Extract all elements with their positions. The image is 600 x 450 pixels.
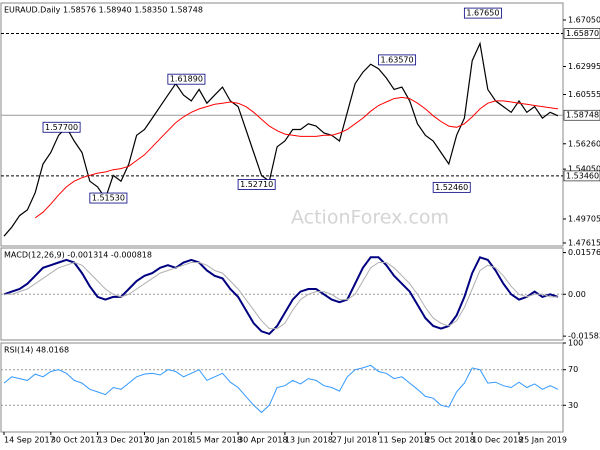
level-label-box — [563, 28, 600, 39]
level-label: 1.53460 — [566, 171, 599, 180]
x-tick-label: 14 Sep 2017 — [4, 436, 55, 445]
level-label: 1.65870 — [566, 29, 599, 38]
x-tick-label: 13 Dec 2017 — [98, 436, 149, 445]
y-tick-label: 0.00 — [568, 290, 586, 299]
panel-frame — [0, 2, 564, 247]
y-tick-label: 1.60555 — [568, 90, 600, 99]
annotation-box — [89, 192, 128, 204]
x-tick-label: 30 Jan 2018 — [144, 436, 192, 445]
annotation-box — [463, 7, 502, 19]
panel-frame — [0, 342, 564, 433]
x-tick-label: 27 Jul 2018 — [332, 436, 377, 445]
x-tick-label: 30 Oct 2017 — [51, 436, 100, 445]
y-tick-label: 1.54050 — [568, 165, 600, 174]
y-tick-label: 1.56260 — [568, 139, 600, 148]
x-tick-label: 15 Mar 2018 — [191, 436, 242, 445]
panel-title: EURAUD.Daily 1.58576 1.58940 1.58350 1.5… — [4, 6, 203, 15]
x-tick-label: 30 Apr 2018 — [238, 436, 287, 445]
annotation-box — [432, 181, 471, 193]
annotation-label: 1.52460 — [435, 183, 468, 192]
annotation-label: 1.51530 — [92, 194, 125, 203]
level-label-box — [563, 109, 600, 121]
panel-title: RSI(14) 48.0168 — [4, 346, 69, 355]
series-line — [3, 256, 559, 336]
annotation-label: 1.61890 — [170, 75, 203, 84]
x-tick-label: 11 Sep 2018 — [379, 436, 430, 445]
y-tick-label: 30 — [568, 401, 578, 410]
y-tick-label: 1.49705 — [568, 214, 600, 223]
x-tick-label: 25 Oct 2018 — [425, 436, 474, 445]
series-line — [34, 96, 559, 219]
x-tick-label: 13 Jun 2018 — [285, 436, 333, 445]
annotation-label: 1.67650 — [466, 9, 499, 18]
x-tick-label: 10 Dec 2018 — [472, 436, 523, 445]
annotation-label: 1.52710 — [240, 180, 273, 189]
y-tick-label: -0.015834 — [568, 332, 600, 341]
y-tick-label: 100 — [568, 339, 583, 348]
panel-title: MACD(12,26,9) -0.001314 -0.000818 — [4, 251, 152, 260]
annotation-box — [167, 73, 206, 85]
annotation-label: 1.57700 — [45, 123, 78, 132]
y-tick-label: 1.67050 — [568, 15, 600, 24]
annotation-box — [237, 179, 276, 190]
x-tick-label: 25 Jan 2019 — [519, 436, 567, 445]
y-tick-label: 0.015762 — [568, 248, 600, 257]
annotation-box — [42, 121, 81, 133]
y-tick-label: 70 — [568, 365, 578, 374]
series-line — [3, 364, 559, 414]
series-line — [3, 41, 559, 237]
annotation-box — [378, 54, 417, 66]
watermark: ActionForex.com — [291, 207, 449, 229]
y-tick-label: 1.62995 — [568, 62, 600, 71]
level-label: 1.58748 — [566, 111, 599, 120]
series-line — [4, 261, 558, 330]
level-label-box — [563, 170, 600, 182]
y-tick-label: 1.47615 — [568, 238, 600, 247]
annotation-label: 1.63570 — [381, 55, 414, 64]
